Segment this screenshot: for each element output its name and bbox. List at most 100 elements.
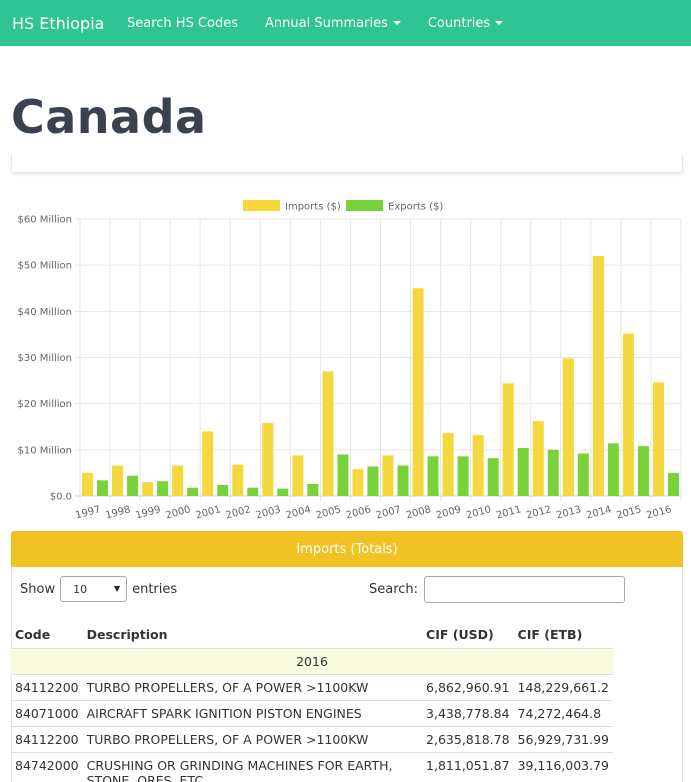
cell-code: 84742000	[11, 752, 83, 782]
y-tick-label: $60 Million	[18, 215, 72, 226]
table-row: 84071000 AIRCRAFT SPARK IGNITION PISTON …	[11, 700, 613, 727]
legend-exports-label: Exports ($)	[388, 202, 443, 213]
bar-exports	[397, 465, 409, 496]
top-navbar: HS Ethiopia Search HS Codes Annual Summa…	[0, 0, 691, 46]
bar-imports	[532, 421, 544, 496]
bar-imports	[262, 423, 274, 496]
bar-exports	[637, 446, 649, 496]
brand-link[interactable]: HS Ethiopia	[12, 13, 105, 33]
cell-description: TURBO PROPELLERS, OF A POWER >1100KW	[82, 726, 423, 753]
x-tick-label: 1999	[134, 504, 161, 521]
bar-imports	[322, 371, 334, 496]
bar-imports	[622, 333, 634, 496]
table-search: Search:	[369, 576, 626, 603]
bar-exports	[157, 481, 169, 496]
bar-imports	[82, 472, 94, 496]
dropdown-arrow-icon	[114, 586, 121, 592]
nav-annual-summaries-label: Annual Summaries	[265, 15, 388, 31]
bar-imports	[292, 455, 304, 496]
x-tick-label: 2006	[345, 504, 372, 521]
imports-panel-title: Imports (Totals)	[296, 541, 398, 557]
x-tick-label: 2016	[645, 504, 672, 521]
bar-exports	[427, 456, 439, 496]
bar-imports	[562, 358, 574, 496]
cell-description: CRUSHING OR GRINDING MACHINES FOR EARTH,…	[82, 752, 423, 782]
table-header-row: Code Description CIF (USD) CIF (ETB)	[11, 621, 613, 649]
bar-imports	[382, 455, 394, 496]
chevron-down-icon	[392, 20, 401, 25]
bar-exports	[127, 475, 139, 496]
cell-cif-usd: 2,635,818.78	[422, 726, 514, 753]
x-tick-label: 2011	[495, 504, 522, 521]
bar-imports	[442, 433, 454, 496]
bar-imports	[412, 288, 424, 496]
nav-annual-summaries-dropdown[interactable]: Annual Summaries	[265, 16, 401, 31]
x-tick-label: 2000	[165, 504, 192, 521]
bar-exports	[517, 447, 529, 496]
cell-description: TURBO PROPELLERS, OF A POWER >1100KW	[82, 674, 423, 701]
table-row: 84112200 TURBO PROPELLERS, OF A POWER >1…	[11, 726, 613, 753]
x-tick-label: 1997	[74, 504, 101, 521]
entries-select-value: 10	[73, 582, 88, 596]
entries-label: entries	[132, 581, 178, 597]
y-tick-label: $30 Million	[18, 353, 72, 364]
bar-imports	[142, 482, 154, 496]
cell-cif-usd: 6,862,960.91	[422, 674, 514, 701]
cell-cif-etb: 148,229,661.2	[513, 674, 613, 701]
x-tick-label: 2012	[525, 504, 552, 521]
x-tick-label: 2013	[555, 504, 582, 521]
x-tick-label: 2015	[615, 504, 642, 521]
title-card	[11, 154, 683, 173]
bar-exports	[577, 453, 589, 496]
group-label: 2016	[11, 648, 613, 675]
column-header-cif-usd[interactable]: CIF (USD)	[422, 621, 514, 649]
bar-exports	[277, 488, 289, 496]
bar-exports	[337, 454, 349, 496]
bar-exports	[487, 458, 499, 496]
column-header-description[interactable]: Description	[82, 621, 423, 649]
x-tick-label: 2014	[585, 504, 612, 521]
nav-search-hs-codes[interactable]: Search HS Codes	[127, 16, 238, 31]
search-input[interactable]	[424, 576, 626, 603]
bar-exports	[607, 443, 619, 496]
y-tick-label: $40 Million	[18, 307, 72, 318]
cell-code: 84112200	[11, 674, 83, 701]
cell-cif-etb: 39,116,003.79	[513, 752, 613, 782]
x-tick-label: 1998	[104, 504, 131, 521]
x-tick-label: 2010	[465, 504, 492, 521]
nav-countries-label: Countries	[427, 15, 491, 31]
x-tick-label: 2001	[195, 504, 222, 521]
cell-code: 84071000	[11, 700, 83, 727]
bar-exports	[457, 456, 469, 496]
bar-exports	[97, 480, 109, 496]
table-row: 84742000 CRUSHING OR GRINDING MACHINES F…	[11, 752, 613, 782]
bar-imports	[232, 464, 244, 496]
imports-panel-header: Imports (Totals)	[11, 531, 683, 567]
cell-cif-usd: 1,811,051.87	[422, 752, 514, 782]
nav-search-hs-codes-label: Search HS Codes	[127, 15, 239, 31]
y-tick-label: $50 Million	[18, 261, 72, 272]
cell-cif-usd: 3,438,778.84	[422, 700, 514, 727]
entries-length-control: Show 10 entries	[20, 576, 177, 602]
x-tick-label: 2002	[225, 504, 252, 521]
search-label: Search:	[369, 582, 419, 597]
bar-exports	[187, 487, 199, 496]
imports-exports-bar-chart: $0.0 $10 Million $20 Million $30 Million $40…	[18, 200, 682, 521]
chevron-down-icon	[495, 20, 504, 25]
cell-description: AIRCRAFT SPARK IGNITION PISTON ENGINES	[82, 700, 423, 727]
column-header-code[interactable]: Code	[11, 621, 83, 649]
column-header-cif-etb[interactable]: CIF (ETB)	[513, 621, 613, 649]
nav-countries-dropdown[interactable]: Countries	[427, 15, 504, 31]
x-tick-label: 2008	[405, 504, 432, 521]
show-label: Show	[20, 581, 56, 597]
cell-cif-etb: 74,272,464.8	[513, 700, 613, 727]
legend-imports-label: Imports ($)	[285, 202, 341, 213]
x-tick-label: 2007	[375, 504, 402, 521]
y-tick-label: $0.0	[50, 492, 72, 503]
group-row: 2016	[11, 648, 613, 675]
bar-exports	[247, 487, 259, 496]
cell-code: 84112200	[11, 726, 83, 753]
legend-imports-swatch	[243, 200, 280, 211]
entries-select[interactable]: 10	[60, 576, 128, 602]
y-tick-label: $10 Million	[18, 445, 72, 456]
